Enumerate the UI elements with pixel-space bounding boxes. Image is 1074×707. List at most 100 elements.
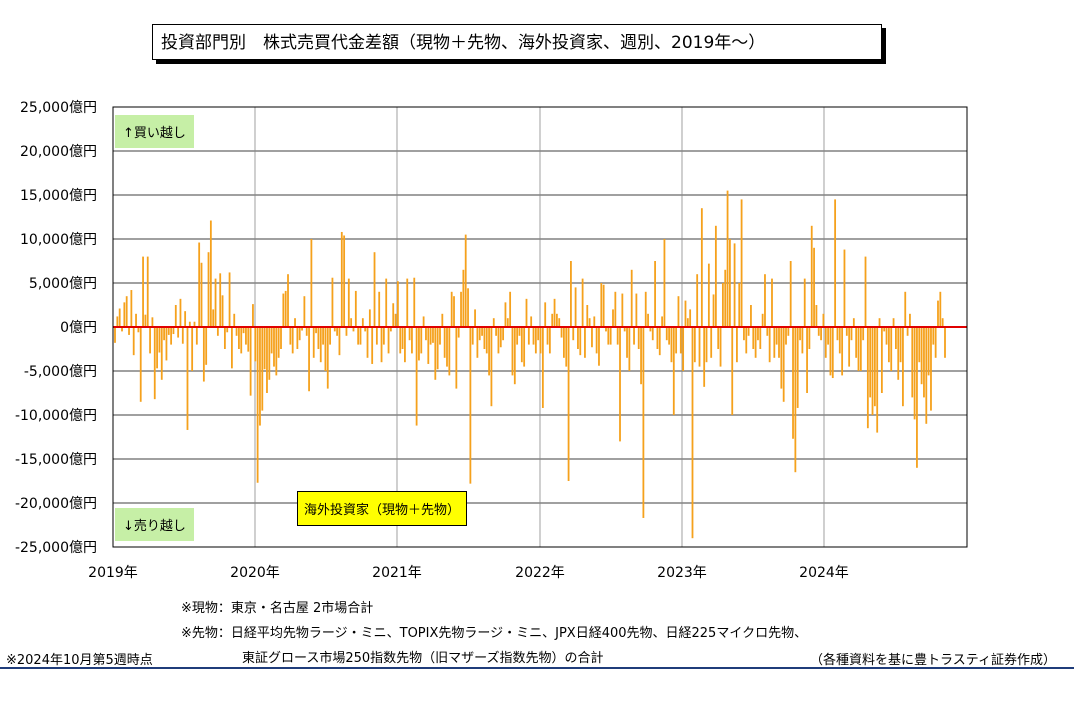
bar <box>359 327 362 345</box>
y-tick-label: -25,000億円 <box>15 540 97 556</box>
bar <box>633 327 635 345</box>
bar <box>464 234 467 327</box>
bar <box>347 278 350 327</box>
bar <box>488 327 490 376</box>
bar <box>665 327 668 341</box>
bar <box>724 269 727 327</box>
bar <box>675 327 678 354</box>
bar <box>885 327 888 345</box>
bar <box>366 327 369 358</box>
y-tick-label: -10,000億円 <box>15 408 97 424</box>
bar <box>654 261 656 327</box>
bar <box>130 290 133 327</box>
bar <box>719 327 722 367</box>
bar <box>523 327 526 367</box>
bar <box>235 327 238 336</box>
bar <box>471 327 474 345</box>
bar <box>775 327 778 345</box>
bar <box>163 327 165 341</box>
bar <box>799 327 801 341</box>
bar <box>450 291 453 327</box>
bar <box>820 327 822 341</box>
bar <box>686 318 689 327</box>
bar <box>787 327 790 336</box>
bar <box>160 327 163 380</box>
bar <box>324 327 327 371</box>
bar <box>831 327 834 379</box>
bar <box>415 327 418 426</box>
bar <box>822 313 825 327</box>
bar <box>913 327 916 420</box>
bar <box>710 327 713 358</box>
bar <box>684 300 687 327</box>
y-tick-label: 25,000億円 <box>20 100 97 116</box>
bar <box>114 327 116 343</box>
bar <box>516 327 519 345</box>
bar <box>226 327 229 333</box>
bar <box>425 327 427 341</box>
bar <box>219 273 222 327</box>
bar <box>895 327 897 349</box>
bar <box>116 316 119 327</box>
bar <box>469 327 472 484</box>
bar <box>771 278 773 327</box>
bar <box>647 313 649 327</box>
bar <box>153 327 156 400</box>
bar <box>158 327 161 353</box>
bar <box>303 296 306 327</box>
bar <box>209 220 212 327</box>
bar <box>434 327 437 380</box>
bar <box>626 327 628 358</box>
bar <box>389 327 392 332</box>
bar <box>308 327 310 392</box>
bar <box>574 287 577 327</box>
bar <box>904 291 907 327</box>
bar <box>378 291 381 327</box>
bar <box>345 327 348 336</box>
bar <box>736 327 738 363</box>
bar <box>873 327 876 407</box>
bar <box>205 327 208 365</box>
bar <box>838 327 841 354</box>
bar <box>602 284 605 327</box>
bar <box>691 327 694 539</box>
bar <box>548 327 551 354</box>
bar <box>368 309 371 327</box>
bar <box>200 262 203 327</box>
bar <box>448 327 451 376</box>
y-tick-label: -15,000億円 <box>15 452 97 468</box>
bar <box>595 327 598 354</box>
bar <box>504 302 507 327</box>
bar <box>623 327 626 332</box>
bar <box>315 327 317 334</box>
bar <box>591 327 593 348</box>
bar <box>845 327 848 336</box>
bar <box>768 327 771 363</box>
bar <box>177 327 180 338</box>
bar <box>824 327 827 358</box>
bar <box>567 327 570 481</box>
bar <box>932 327 935 345</box>
bar <box>170 327 173 345</box>
bar <box>340 231 343 327</box>
bar <box>296 327 299 349</box>
bar <box>277 327 280 358</box>
bar <box>135 313 137 327</box>
bar <box>125 296 128 327</box>
y-tick-label: 20,000億円 <box>20 144 97 160</box>
bar <box>808 327 811 349</box>
bar <box>635 293 638 327</box>
bottom-rule <box>0 667 1074 669</box>
bar <box>782 327 785 402</box>
bar <box>259 327 261 426</box>
bar <box>801 327 804 354</box>
bar <box>640 327 642 385</box>
bar <box>843 249 846 327</box>
bar <box>301 327 303 331</box>
bar <box>677 296 680 327</box>
bar <box>275 327 278 376</box>
bar <box>754 327 757 358</box>
bar <box>467 288 469 327</box>
bar <box>399 327 402 354</box>
bar <box>240 327 243 354</box>
